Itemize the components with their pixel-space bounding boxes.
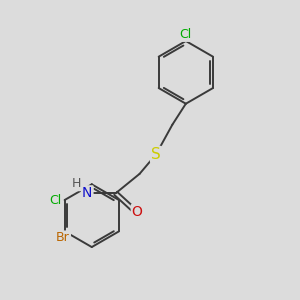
Text: H: H bbox=[72, 177, 82, 190]
Text: Cl: Cl bbox=[49, 194, 61, 206]
Text: S: S bbox=[151, 147, 161, 162]
Text: O: O bbox=[132, 205, 142, 219]
Text: N: N bbox=[82, 186, 92, 200]
Text: Cl: Cl bbox=[180, 28, 192, 41]
Text: Br: Br bbox=[56, 231, 70, 244]
